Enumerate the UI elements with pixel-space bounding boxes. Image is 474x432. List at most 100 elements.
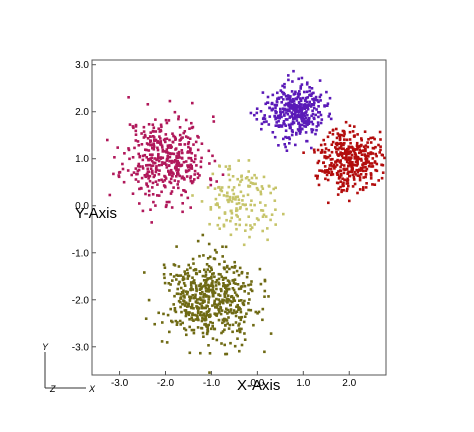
- data-point: [186, 277, 189, 280]
- data-point: [182, 160, 186, 164]
- data-point: [208, 315, 211, 319]
- data-point: [273, 103, 277, 107]
- data-point: [165, 137, 169, 140]
- data-point: [148, 163, 152, 167]
- data-point: [364, 147, 367, 150]
- data-point: [248, 235, 251, 239]
- data-point: [303, 90, 306, 94]
- data-point: [225, 270, 229, 274]
- data-point: [283, 103, 286, 107]
- data-point: [194, 157, 197, 161]
- data-point: [302, 121, 306, 124]
- data-point: [229, 341, 232, 345]
- data-point: [188, 299, 192, 302]
- data-point: [236, 215, 239, 218]
- data-point: [142, 125, 146, 129]
- data-point: [270, 102, 274, 106]
- data-point: [154, 170, 158, 174]
- data-point: [325, 90, 328, 94]
- data-point: [170, 161, 173, 165]
- data-point: [195, 272, 199, 276]
- data-point: [235, 227, 238, 231]
- triad-x-label: X: [88, 384, 96, 394]
- data-point: [134, 129, 138, 133]
- data-point: [194, 296, 197, 300]
- data-point: [294, 90, 297, 94]
- data-point: [156, 183, 159, 186]
- data-point: [307, 120, 311, 124]
- data-point: [229, 219, 232, 223]
- data-point: [221, 173, 225, 176]
- data-point: [213, 291, 217, 295]
- data-point: [370, 162, 374, 165]
- data-point: [315, 128, 318, 132]
- data-point: [138, 202, 141, 205]
- data-point: [345, 189, 349, 193]
- data-point: [359, 144, 363, 147]
- data-point: [369, 172, 373, 175]
- data-point: [247, 302, 250, 305]
- data-point: [314, 113, 317, 117]
- data-point: [265, 120, 268, 123]
- data-point: [289, 125, 292, 128]
- data-point: [264, 102, 267, 106]
- data-point: [316, 148, 320, 152]
- data-point: [173, 110, 177, 114]
- data-point: [196, 172, 200, 175]
- data-point: [285, 149, 289, 152]
- data-point: [123, 152, 126, 155]
- data-point: [218, 262, 221, 266]
- data-point: [282, 120, 286, 123]
- data-point: [184, 301, 188, 304]
- data-point: [225, 289, 229, 293]
- data-point: [325, 170, 328, 174]
- data-point: [275, 100, 279, 103]
- data-point: [185, 170, 188, 174]
- data-point: [297, 110, 301, 114]
- data-point: [187, 303, 190, 307]
- data-point: [194, 300, 198, 304]
- data-point: [256, 312, 259, 315]
- data-point: [226, 322, 229, 325]
- data-point: [193, 169, 197, 173]
- data-point: [193, 281, 196, 285]
- data-point: [310, 120, 314, 124]
- data-point: [228, 310, 231, 314]
- data-point: [154, 130, 158, 133]
- data-point: [190, 121, 193, 125]
- data-point: [274, 223, 277, 226]
- data-point: [238, 306, 241, 310]
- data-point: [319, 121, 323, 125]
- data-point: [223, 290, 227, 293]
- data-point: [147, 177, 150, 180]
- data-point: [329, 117, 333, 121]
- data-point: [159, 157, 163, 160]
- data-point: [336, 153, 339, 156]
- data-point: [165, 166, 169, 169]
- data-point: [177, 180, 180, 183]
- data-point: [381, 163, 385, 167]
- data-point: [342, 167, 346, 171]
- data-point: [350, 153, 354, 157]
- data-point: [287, 136, 291, 139]
- data-point: [247, 178, 251, 182]
- data-point: [186, 164, 189, 167]
- data-point: [184, 290, 188, 293]
- data-point: [322, 161, 325, 164]
- data-point: [168, 138, 171, 142]
- data-point: [168, 144, 171, 147]
- data-point: [153, 157, 156, 160]
- data-point: [184, 314, 188, 318]
- data-point: [238, 223, 241, 227]
- data-point: [218, 309, 221, 313]
- data-point: [308, 89, 312, 93]
- data-point: [356, 162, 359, 166]
- data-point: [175, 169, 178, 172]
- data-point: [347, 158, 351, 162]
- data-point: [137, 162, 141, 166]
- data-point: [340, 143, 344, 146]
- data-point: [262, 175, 266, 179]
- data-point: [364, 175, 367, 179]
- data-point: [190, 151, 194, 155]
- data-point: [298, 103, 302, 106]
